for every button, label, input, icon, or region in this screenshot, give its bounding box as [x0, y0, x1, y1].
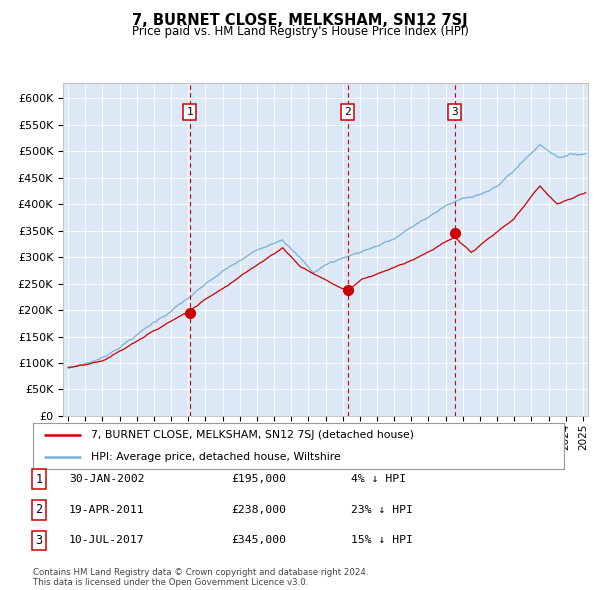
Text: Price paid vs. HM Land Registry's House Price Index (HPI): Price paid vs. HM Land Registry's House … — [131, 25, 469, 38]
Text: Contains HM Land Registry data © Crown copyright and database right 2024.
This d: Contains HM Land Registry data © Crown c… — [33, 568, 368, 587]
Text: 1: 1 — [35, 473, 43, 486]
Text: 30-JAN-2002: 30-JAN-2002 — [69, 474, 145, 484]
Text: 19-APR-2011: 19-APR-2011 — [69, 505, 145, 514]
Text: 2: 2 — [344, 107, 351, 117]
Text: 7, BURNET CLOSE, MELKSHAM, SN12 7SJ (detached house): 7, BURNET CLOSE, MELKSHAM, SN12 7SJ (det… — [91, 431, 415, 441]
Text: £345,000: £345,000 — [231, 536, 286, 545]
Text: 2: 2 — [35, 503, 43, 516]
Text: 7, BURNET CLOSE, MELKSHAM, SN12 7SJ: 7, BURNET CLOSE, MELKSHAM, SN12 7SJ — [132, 13, 468, 28]
Text: HPI: Average price, detached house, Wiltshire: HPI: Average price, detached house, Wilt… — [91, 451, 341, 461]
Text: £195,000: £195,000 — [231, 474, 286, 484]
Text: 3: 3 — [35, 534, 43, 547]
Text: 10-JUL-2017: 10-JUL-2017 — [69, 536, 145, 545]
Text: £238,000: £238,000 — [231, 505, 286, 514]
Text: 23% ↓ HPI: 23% ↓ HPI — [351, 505, 413, 514]
Text: 1: 1 — [186, 107, 193, 117]
Text: 15% ↓ HPI: 15% ↓ HPI — [351, 536, 413, 545]
Text: 3: 3 — [451, 107, 458, 117]
Text: 4% ↓ HPI: 4% ↓ HPI — [351, 474, 406, 484]
